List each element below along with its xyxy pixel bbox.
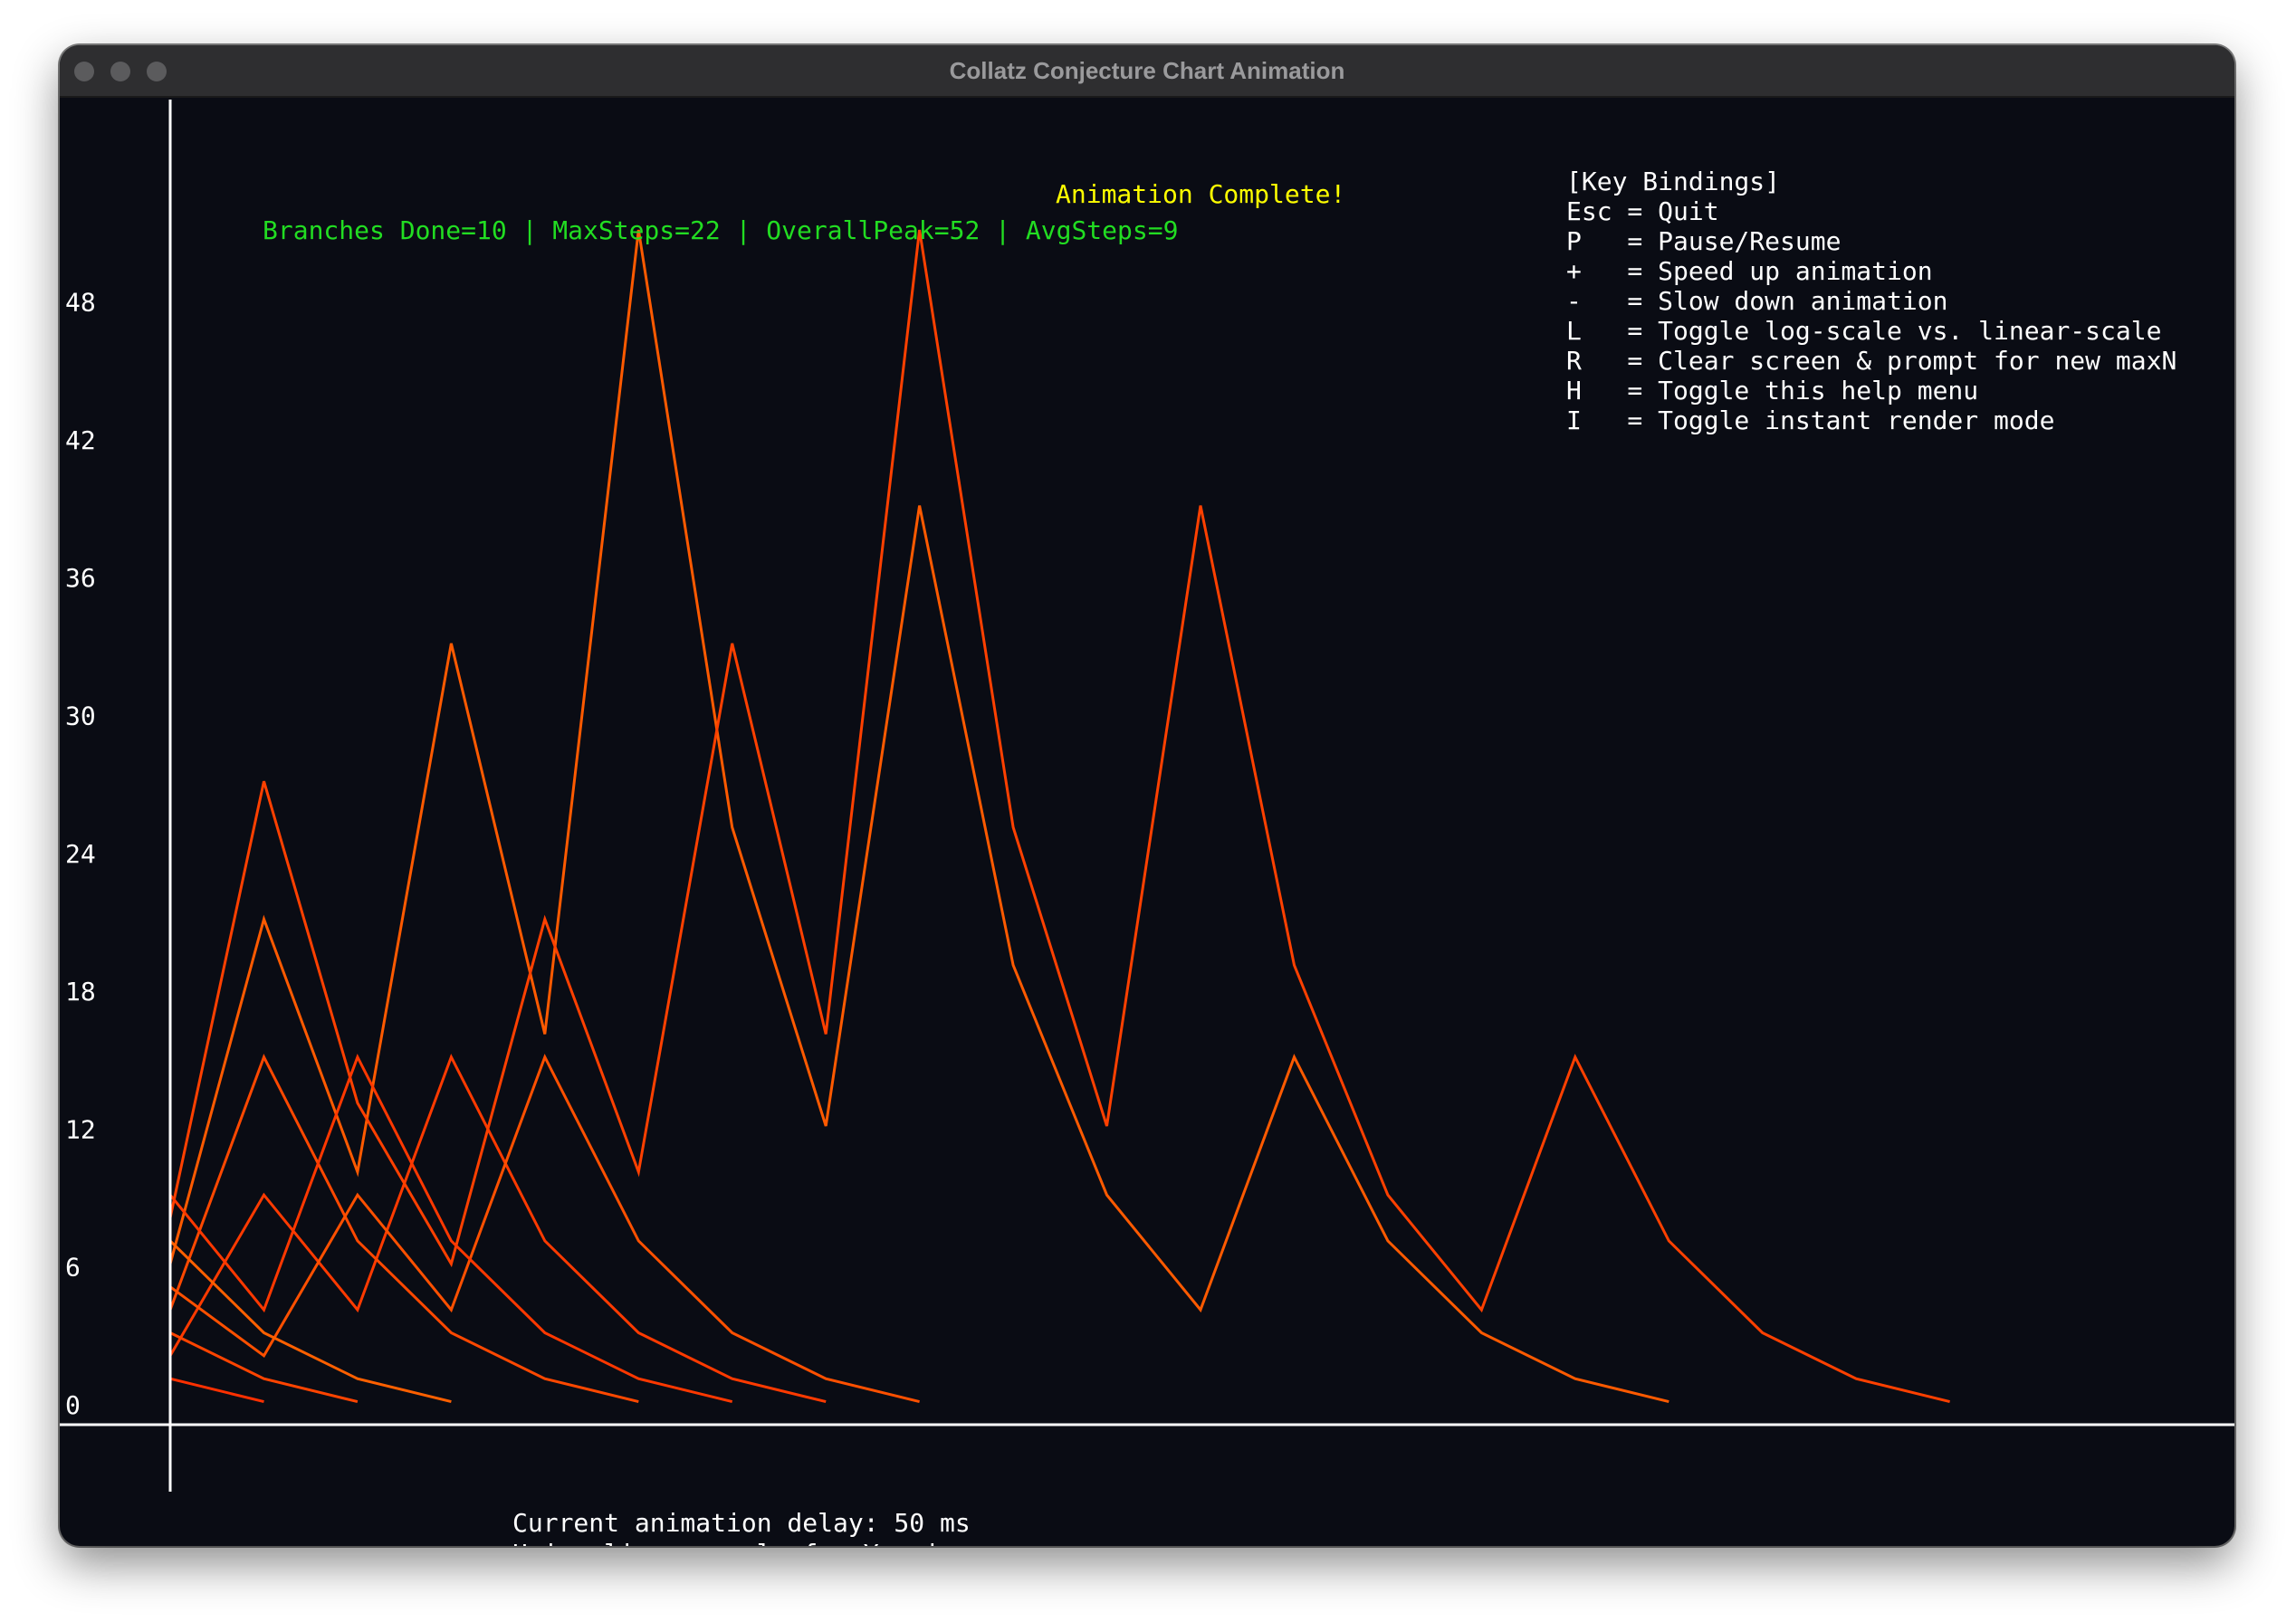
zoom-button[interactable] <box>147 62 167 81</box>
series-line-10 <box>168 1054 733 1404</box>
help-line-clear: R = Clear screen & prompt for new maxN <box>1566 346 2176 376</box>
summary-stats-text: Branches Done=10 | MaxSteps=22 | Overall… <box>263 215 1178 245</box>
series-line-5 <box>168 1054 639 1404</box>
y-tick-label: 48 <box>65 288 96 318</box>
help-line-quit: Esc = Quit <box>1566 196 1719 226</box>
minimize-button[interactable] <box>110 62 130 81</box>
y-tick-label: 6 <box>65 1253 81 1283</box>
y-tick-labels: 0 6 12 18 24 30 36 42 48 <box>65 288 96 1421</box>
series-line-2 <box>169 1377 264 1404</box>
series-line-7 <box>168 229 1669 1404</box>
axes-layer <box>60 100 2234 1492</box>
y-tick-label: 42 <box>65 425 96 455</box>
delay-status-text: Current animation delay: 50 ms <box>512 1508 971 1538</box>
help-line-help: H = Toggle this help menu <box>1566 376 1978 406</box>
y-tick-label: 36 <box>65 563 96 593</box>
series-line-4 <box>169 1331 359 1404</box>
help-line-log-scale: L = Toggle log-scale vs. linear-scale <box>1566 316 2161 346</box>
help-line-slow-down: - = Slow down animation <box>1566 286 1947 316</box>
y-tick-label: 24 <box>65 839 96 869</box>
series-line-3 <box>168 1054 827 1404</box>
series-layer <box>168 229 1950 1404</box>
chart-canvas: 0 6 12 18 24 30 36 42 48 Animation Complete! Bra… <box>60 98 2234 1546</box>
title-bar: Collatz Conjecture Chart Animation <box>60 45 2234 98</box>
series-line-8 <box>168 1239 452 1404</box>
help-heading: [Key Bindings] <box>1566 167 1780 196</box>
animation-complete-text: Animation Complete! <box>1056 179 1345 209</box>
y-tick-label: 12 <box>65 1114 96 1144</box>
y-tick-label: 0 <box>65 1390 81 1420</box>
series-line-9 <box>168 229 1950 1404</box>
help-line-speed-up: + = Speed up animation <box>1566 256 1933 286</box>
window-title: Collatz Conjecture Chart Animation <box>949 57 1345 84</box>
app-window: Collatz Conjecture Chart Animation 0 6 12 1… <box>60 45 2234 1546</box>
help-menu: [Key Bindings] Esc = Quit P = Pause/Resu… <box>1566 167 2176 435</box>
y-tick-label: 18 <box>65 977 96 1007</box>
collatz-chart: 0 6 12 18 24 30 36 42 48 Animation Complete! Bra… <box>60 100 2234 1546</box>
help-line-pause: P = Pause/Resume <box>1566 226 1841 256</box>
close-button[interactable] <box>74 62 94 81</box>
help-line-instant: I = Toggle instant render mode <box>1566 406 2054 435</box>
scale-status-text: Using linear-scale for Y-axis. <box>512 1539 971 1546</box>
series-line-6 <box>169 1054 920 1404</box>
y-tick-label: 30 <box>65 701 96 731</box>
